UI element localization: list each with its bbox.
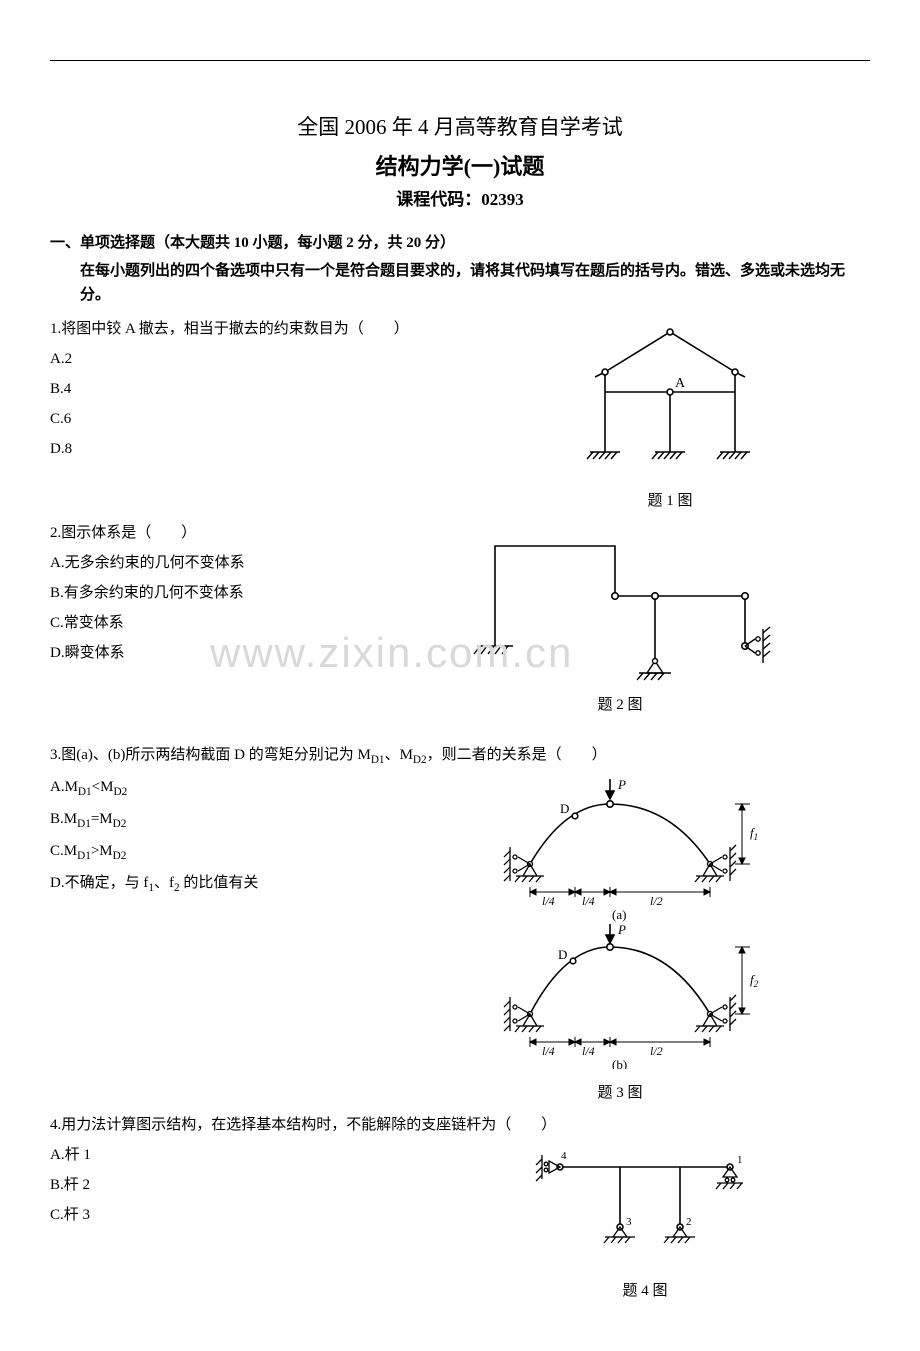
- sub-title: 结构力学(一)试题: [50, 149, 870, 184]
- q1-opt-a: A.2: [50, 347, 470, 371]
- q4-opt-c: C.杆 3: [50, 1203, 420, 1227]
- q3-opt-b: B.MD1=MD2: [50, 807, 370, 833]
- svg-text:f1: f1: [750, 825, 758, 842]
- q4-caption: 题 4 图: [420, 1279, 870, 1303]
- q3-caption: 题 3 图: [370, 1081, 870, 1105]
- section-heading: 一、单项选择题（本大题共 10 小题，每小题 2 分，共 20 分）: [50, 231, 870, 255]
- question-2: www.zixin.com.cn 2.图示体系是（ ） A.无多余约束的几何不变…: [50, 521, 870, 717]
- q3-opt-c: C.MD1>MD2: [50, 839, 370, 865]
- question-1: 1.将图中铰 A 撤去，相当于撤去的约束数目为（ ） A.2 B.4 C.6 D…: [50, 317, 870, 513]
- svg-text:l/2: l/2: [650, 894, 663, 908]
- svg-text:P: P: [617, 922, 626, 937]
- question-3: 3.图(a)、(b)所示两结构截面 D 的弯矩分别记为 MD1、MD2，则二者的…: [50, 743, 870, 1105]
- q1-label-a: A: [675, 376, 686, 391]
- svg-text:3: 3: [626, 1216, 632, 1228]
- svg-text:l/4: l/4: [582, 1044, 595, 1058]
- q1-opt-c: C.6: [50, 407, 470, 431]
- q4-figure: 4 1 3: [420, 1137, 870, 1303]
- main-title: 全国 2006 年 4 月高等教育自学考试: [50, 111, 870, 145]
- svg-text:(a): (a): [612, 907, 626, 922]
- svg-text:l/4: l/4: [542, 1044, 555, 1058]
- top-rule: [50, 60, 870, 61]
- q1-caption: 题 1 图: [470, 489, 870, 513]
- course-code: 课程代码：02393: [50, 186, 870, 213]
- q3-opt-a: A.MD1<MD2: [50, 775, 370, 801]
- q3-opt-d: D.不确定，与 f1、f2 的比值有关: [50, 871, 370, 897]
- q2-opt-b: B.有多余约束的几何不变体系: [50, 581, 370, 605]
- q2-opt-c: C.常变体系: [50, 611, 370, 635]
- q1-figure: A 题 1 图: [470, 317, 870, 513]
- q1-opt-d: D.8: [50, 437, 470, 461]
- svg-text:D: D: [558, 947, 567, 962]
- q1-stem: 1.将图中铰 A 撤去，相当于撤去的约束数目为（ ）: [50, 317, 470, 341]
- q3-stem: 3.图(a)、(b)所示两结构截面 D 的弯矩分别记为 MD1、MD2，则二者的…: [50, 743, 870, 769]
- q4-stem: 4.用力法计算图示结构，在选择基本结构时，不能解除的支座链杆为（ ）: [50, 1113, 870, 1137]
- svg-text:l/4: l/4: [582, 894, 595, 908]
- q2-stem: 2.图示体系是（ ）: [50, 521, 370, 545]
- q2-opt-a: A.无多余约束的几何不变体系: [50, 551, 370, 575]
- q4-opt-b: B.杆 2: [50, 1173, 420, 1197]
- svg-text:P: P: [617, 777, 626, 792]
- q3-figure: P D: [370, 769, 870, 1105]
- q2-figure: 题 2 图: [370, 521, 870, 717]
- question-4: 4.用力法计算图示结构，在选择基本结构时，不能解除的支座链杆为（ ） A.杆 1…: [50, 1113, 870, 1303]
- svg-text:l/4: l/4: [542, 894, 555, 908]
- q4-opt-a: A.杆 1: [50, 1143, 420, 1167]
- svg-text:4: 4: [561, 1150, 567, 1162]
- q1-opt-b: B.4: [50, 377, 470, 401]
- q2-caption: 题 2 图: [370, 693, 870, 717]
- section-instruction: 在每小题列出的四个备选项中只有一个是符合题目要求的，请将其代码填写在题后的括号内…: [50, 259, 870, 307]
- q2-opt-d: D.瞬变体系: [50, 641, 370, 665]
- svg-text:1: 1: [737, 1154, 743, 1166]
- svg-text:2: 2: [686, 1216, 692, 1228]
- svg-text:D: D: [560, 801, 569, 816]
- svg-text:(b): (b): [612, 1057, 627, 1069]
- svg-text:l/2: l/2: [650, 1044, 663, 1058]
- svg-text:f2: f2: [750, 972, 759, 989]
